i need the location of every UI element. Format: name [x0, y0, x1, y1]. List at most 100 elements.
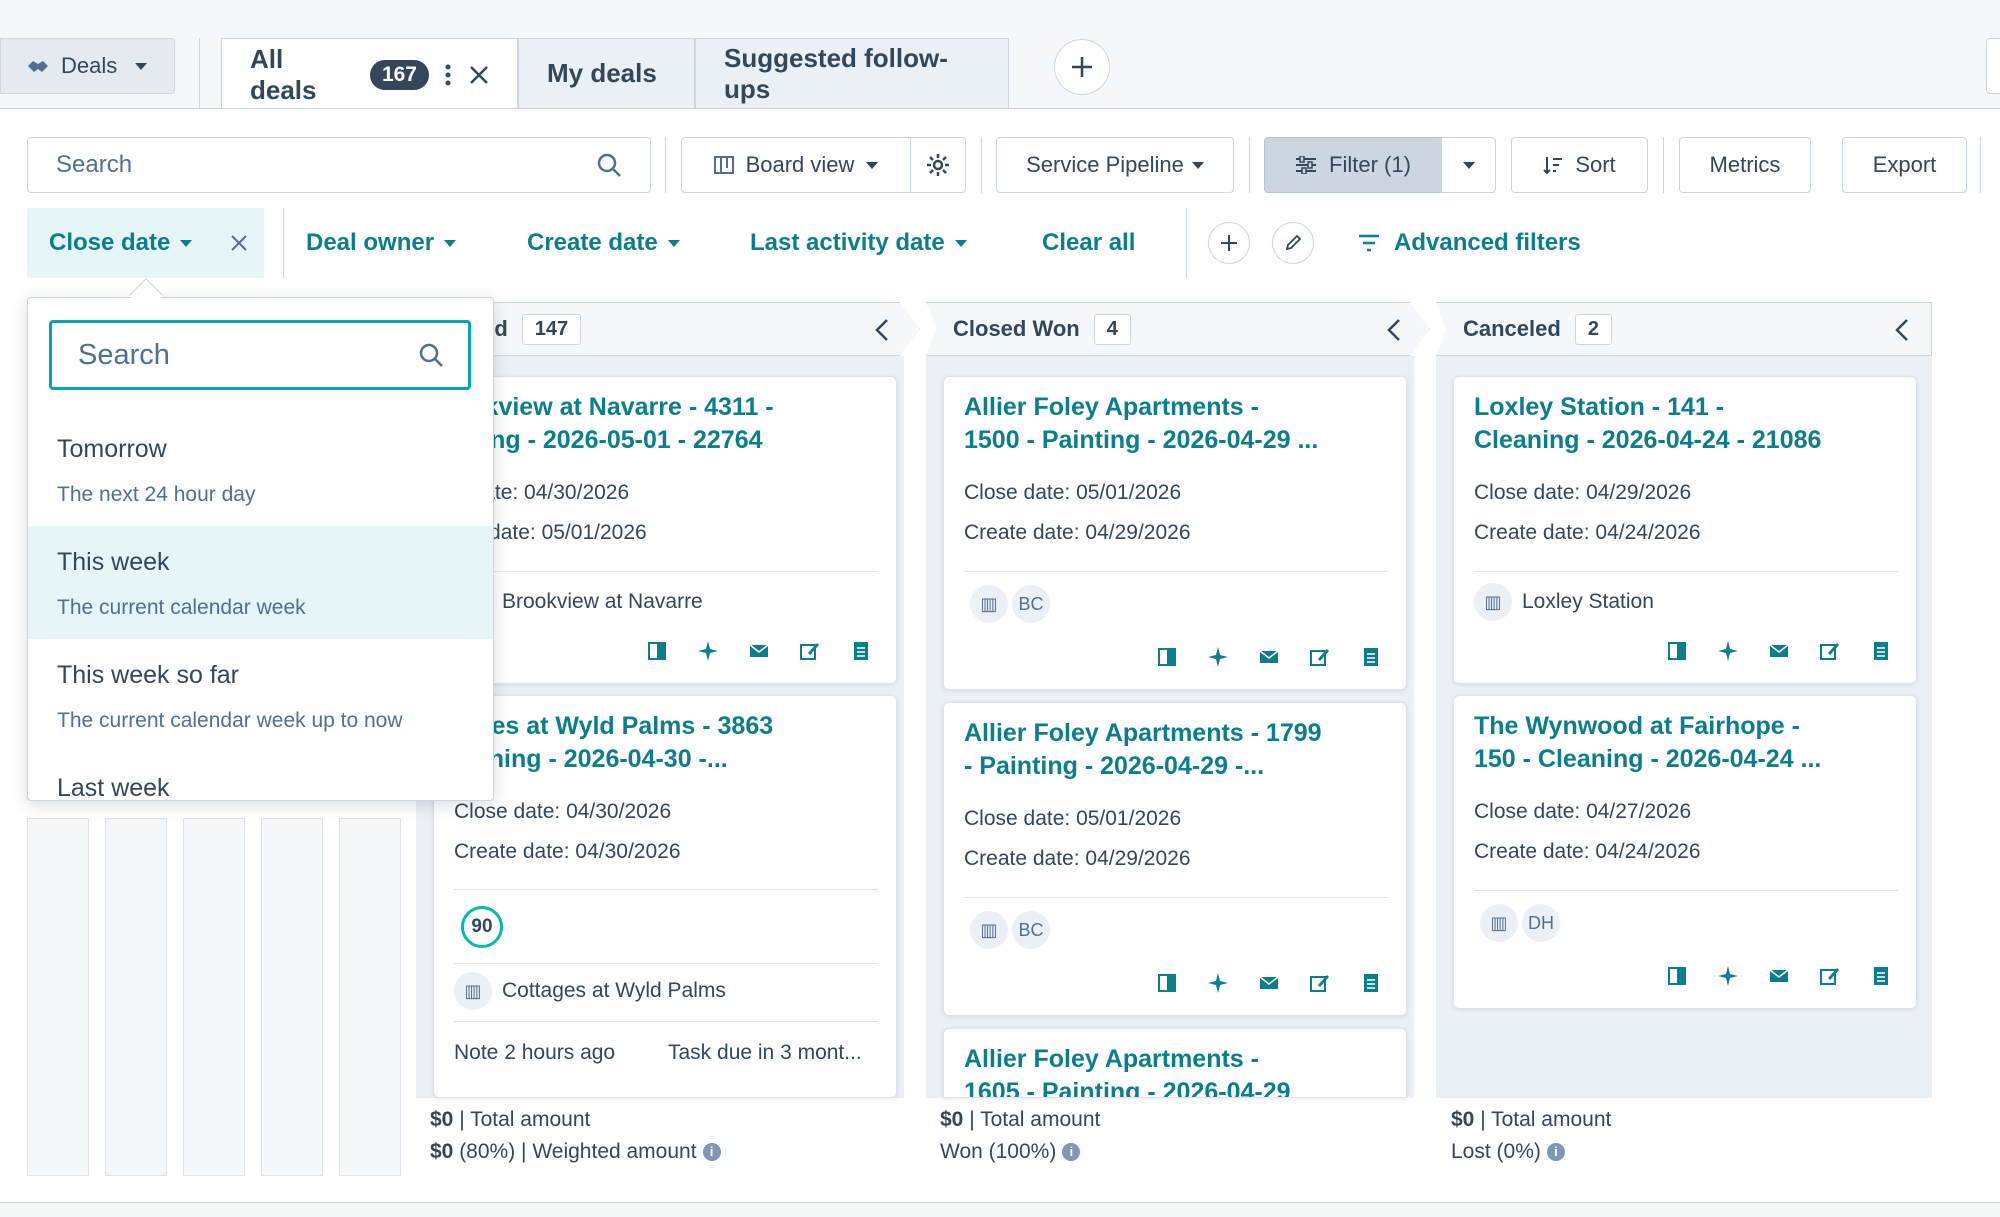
remove-filter-icon[interactable] [230, 234, 248, 252]
deal-card[interactable]: Allier Foley Apartments -1500 - Painting… [943, 376, 1407, 690]
associated-company[interactable]: ▥ Loxley Station [1474, 583, 1654, 621]
sparkle-icon[interactable] [1718, 966, 1738, 986]
email-icon[interactable] [1259, 647, 1279, 667]
email-icon[interactable] [1769, 966, 1789, 986]
note-edit-icon[interactable] [1820, 966, 1840, 986]
edit-filters-button[interactable] [1272, 222, 1314, 264]
sparkle-icon[interactable] [1208, 973, 1228, 993]
deal-title[interactable]: Allier Foley Apartments -1605 - Painting… [964, 1045, 1291, 1098]
deals-search-input[interactable]: Search [27, 137, 651, 193]
close-date: Close date: 04/29/2026 [1474, 481, 1692, 504]
collapse-column-icon[interactable] [1386, 318, 1402, 342]
associated-company[interactable]: ▥ Cottages at Wyld Palms [454, 972, 726, 1010]
task-icon[interactable] [851, 641, 871, 661]
option-subtitle: The next 24 hour day [57, 483, 256, 506]
preview-icon[interactable] [1157, 973, 1177, 993]
task-icon[interactable] [1871, 641, 1891, 661]
deal-title[interactable]: Allier Foley Apartments -1500 - Painting… [964, 393, 1319, 454]
search-icon [596, 152, 622, 178]
preview-icon[interactable] [1667, 641, 1687, 661]
preview-icon[interactable] [1667, 966, 1687, 986]
task-icon[interactable] [1871, 966, 1891, 986]
sort-button[interactable]: Sort [1511, 137, 1648, 193]
owner-avatar[interactable]: BC [1012, 911, 1050, 949]
email-icon[interactable] [749, 641, 769, 661]
clear-all-link[interactable]: Clear all [1042, 208, 1135, 278]
object-switcher[interactable]: Deals [0, 38, 175, 94]
date-option-this-week[interactable]: This week The current calendar week [28, 526, 493, 639]
date-option-this-week-so-far[interactable]: This week so far The current calendar we… [28, 639, 493, 752]
filter-sliders-icon [1295, 156, 1317, 174]
collapse-column-icon[interactable] [1894, 318, 1910, 342]
export-button[interactable]: Export [1842, 137, 1967, 193]
owner-avatar[interactable]: DH [1522, 904, 1560, 942]
date-option-last-week[interactable]: Last week [28, 752, 493, 800]
deal-card[interactable]: Allier Foley Apartments - 1799- Painting… [943, 702, 1407, 1016]
board-settings-button[interactable] [910, 137, 966, 193]
tab-suggested-follow-ups[interactable]: Suggested follow-ups [695, 38, 1009, 108]
collapse-column-icon[interactable] [874, 318, 890, 342]
note-edit-icon[interactable] [1820, 641, 1840, 661]
divider [454, 1021, 878, 1022]
info-icon[interactable]: i [1546, 1143, 1565, 1162]
more-options-icon[interactable] [445, 64, 451, 86]
building-icon[interactable]: ▥ [1480, 904, 1518, 942]
building-icon[interactable]: ▥ [970, 585, 1008, 623]
note-edit-icon[interactable] [800, 641, 820, 661]
add-tab-button[interactable] [1054, 39, 1110, 95]
create-date-filter-chip[interactable]: Create date [527, 208, 680, 278]
info-icon[interactable]: i [702, 1143, 721, 1162]
deal-card[interactable]: Allier Foley Apartments -1605 - Painting… [943, 1028, 1407, 1098]
date-option-tomorrow[interactable]: Tomorrow The next 24 hour day [28, 413, 493, 526]
filter-dropdown-button[interactable] [1441, 137, 1496, 193]
deal-title[interactable]: The Wynwood at Fairhope -150 - Cleaning … [1474, 712, 1822, 773]
close-date: Close date: 05/01/2026 [964, 481, 1182, 504]
task-icon[interactable] [1361, 647, 1381, 667]
deal-card[interactable]: tages at Wyld Palms - 3863 leaning - 2026… [433, 695, 897, 1098]
board-icon [713, 156, 734, 174]
deal-title[interactable]: tages at Wyld Palms - 3863 leaning - 2026… [454, 712, 774, 773]
deal-title[interactable]: Allier Foley Apartments - 1799- Painting… [964, 719, 1322, 780]
pipeline-select[interactable]: Service Pipeline [996, 137, 1234, 193]
deal-card[interactable]: Loxley Station - 141 - Cleaning - 2026-04… [1453, 376, 1917, 684]
deal-title[interactable]: ookview at Navarre - 4311 - aning - 2026-… [454, 393, 774, 454]
note-edit-icon[interactable] [1310, 647, 1330, 667]
deal-card[interactable]: The Wynwood at Fairhope -150 - Cleaning … [1453, 695, 1917, 1009]
close-date-filter-chip[interactable]: Close date [27, 208, 264, 278]
preview-icon[interactable] [1157, 647, 1177, 667]
divider [1249, 137, 1250, 193]
add-filter-button[interactable] [1208, 222, 1250, 264]
overflow-button[interactable] [1986, 38, 2000, 94]
column-count: 147 [521, 313, 582, 345]
total-amount-value: $0 [940, 1108, 964, 1131]
deal-owner-filter-chip[interactable]: Deal owner [306, 208, 457, 278]
sparkle-icon[interactable] [1718, 641, 1738, 661]
close-tab-icon[interactable] [469, 65, 489, 85]
board-view-button[interactable]: Board view [681, 137, 911, 193]
tab-all-deals[interactable]: All deals 167 [221, 38, 518, 110]
dropdown-search-input[interactable]: Search [49, 320, 471, 390]
info-icon[interactable]: i [1062, 1143, 1081, 1162]
option-subtitle: The current calendar week [57, 596, 306, 619]
chevron-down-icon [135, 62, 148, 70]
email-icon[interactable] [1769, 641, 1789, 661]
preview-icon[interactable] [647, 641, 667, 661]
email-icon[interactable] [1259, 973, 1279, 993]
sparkle-icon[interactable] [1208, 647, 1228, 667]
building-icon[interactable]: ▥ [970, 911, 1008, 949]
task-icon[interactable] [1361, 973, 1381, 993]
tab-my-deals[interactable]: My deals [518, 38, 695, 108]
filter-button[interactable]: Filter (1) [1264, 137, 1442, 193]
advanced-filters-button[interactable]: Advanced filters [1358, 208, 1581, 278]
deal-title[interactable]: Loxley Station - 141 - Cleaning - 2026-04… [1474, 393, 1822, 454]
note-edit-icon[interactable] [1310, 973, 1330, 993]
chevron-down-icon [444, 239, 457, 247]
owner-avatar[interactable]: BC [1012, 585, 1050, 623]
collapsed-column [339, 818, 401, 1176]
deal-card[interactable]: ookview at Navarre - 4311 - aning - 2026-… [433, 376, 897, 684]
close-date-label: Close date [49, 229, 171, 256]
last-activity-date-filter-chip[interactable]: Last activity date [750, 208, 967, 278]
divider [454, 963, 878, 964]
metrics-button[interactable]: Metrics [1679, 137, 1811, 193]
sparkle-icon[interactable] [698, 641, 718, 661]
